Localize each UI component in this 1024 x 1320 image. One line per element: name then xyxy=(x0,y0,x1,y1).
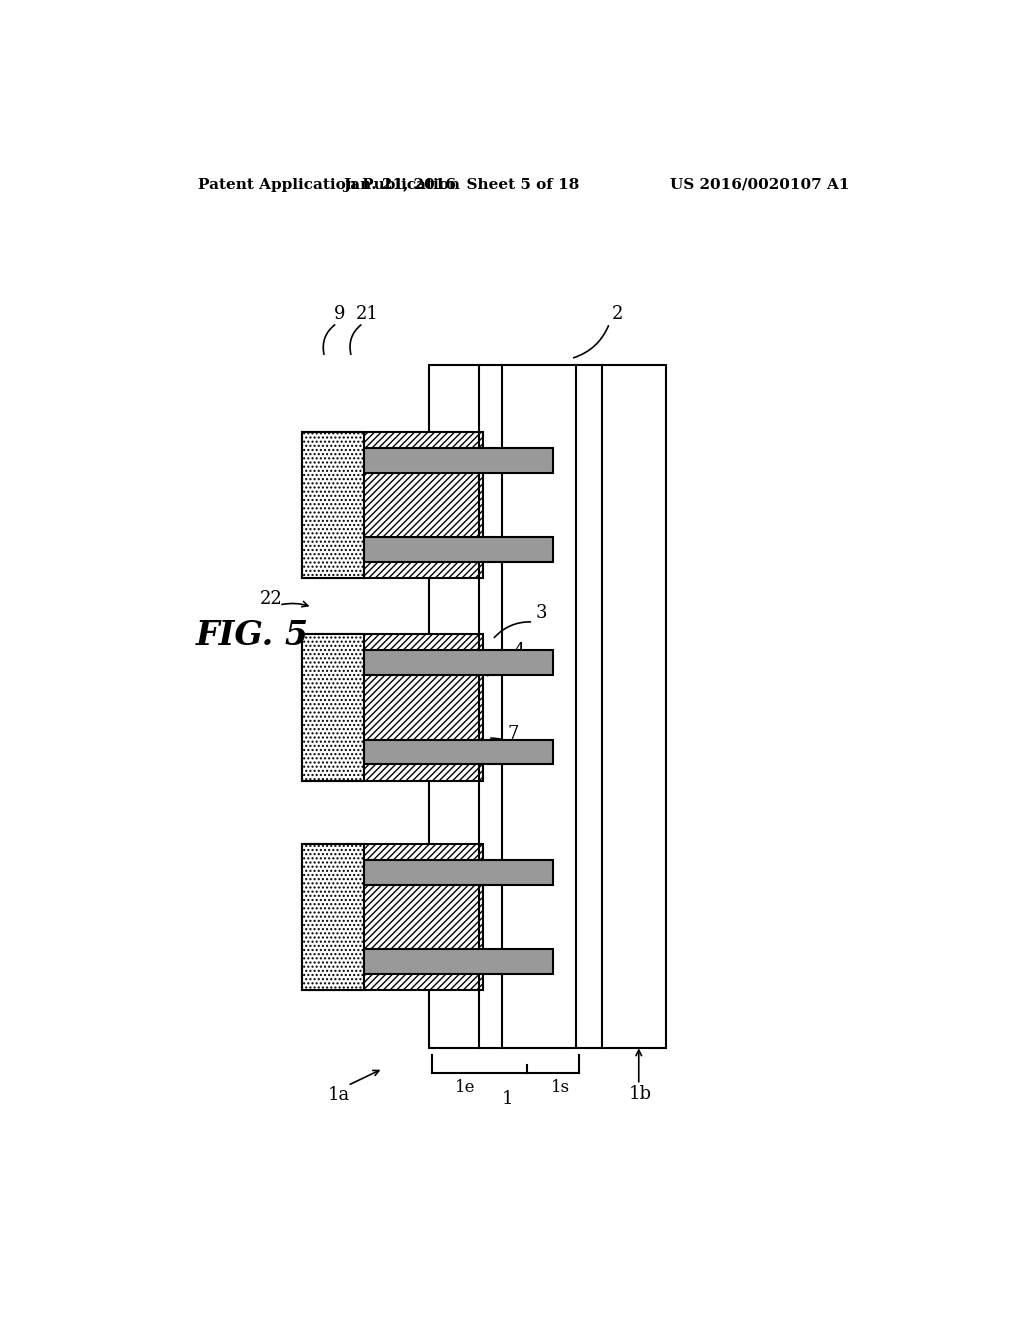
Bar xyxy=(301,635,483,780)
Text: 21: 21 xyxy=(356,305,379,323)
Text: 1a: 1a xyxy=(328,1086,349,1105)
Text: 7: 7 xyxy=(508,726,519,743)
Bar xyxy=(364,447,553,473)
Bar xyxy=(429,364,666,1048)
Text: 1: 1 xyxy=(502,1090,514,1109)
Bar xyxy=(364,537,553,562)
Text: 1e: 1e xyxy=(456,1080,476,1097)
Text: 9: 9 xyxy=(334,305,346,323)
Bar xyxy=(301,432,483,578)
Text: 1s: 1s xyxy=(551,1080,569,1097)
Text: Patent Application Publication: Patent Application Publication xyxy=(199,178,461,191)
Text: 6: 6 xyxy=(525,741,537,758)
Bar xyxy=(301,843,483,990)
Bar xyxy=(364,949,553,974)
Text: 4: 4 xyxy=(514,643,525,660)
Bar xyxy=(364,651,553,675)
Text: US 2016/0020107 A1: US 2016/0020107 A1 xyxy=(670,178,849,191)
Bar xyxy=(364,859,553,884)
Bar xyxy=(301,843,364,990)
Bar xyxy=(364,739,553,764)
Text: FIG. 5: FIG. 5 xyxy=(196,619,309,652)
Bar xyxy=(301,635,364,780)
Text: 1b: 1b xyxy=(629,1085,652,1104)
Text: 3: 3 xyxy=(536,603,548,622)
Text: 22: 22 xyxy=(259,590,282,607)
Text: Jan. 21, 2016  Sheet 5 of 18: Jan. 21, 2016 Sheet 5 of 18 xyxy=(343,178,580,191)
Bar xyxy=(301,432,364,578)
Text: 2: 2 xyxy=(611,305,623,323)
